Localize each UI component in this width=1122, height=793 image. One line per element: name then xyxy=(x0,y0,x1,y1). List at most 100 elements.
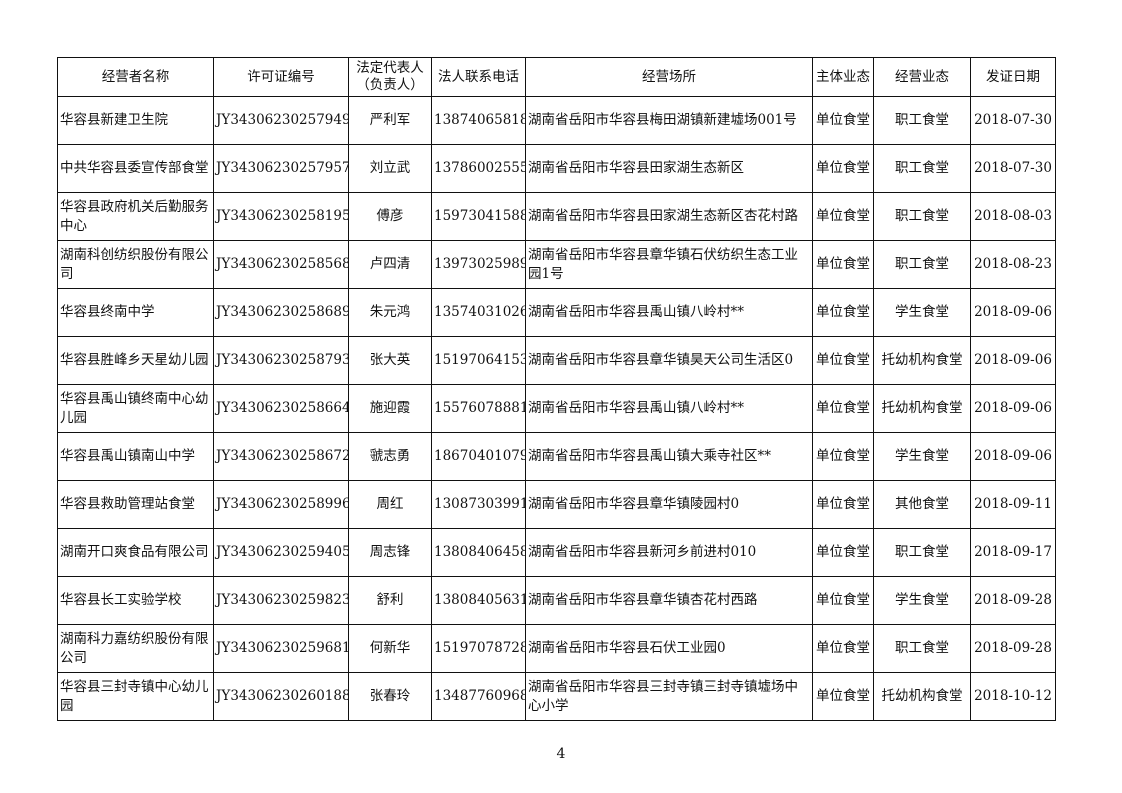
cell-address: 湖南省岳阳市华容县禹山镇大乘寺社区** xyxy=(525,432,813,481)
table-row: 华容县终南中学 JY34306230258689 朱元鸿 13574031026 湖南省… xyxy=(57,288,1056,337)
cell-phone: 15576078881 xyxy=(431,384,526,433)
page-number: 4 xyxy=(556,746,566,762)
cell-operator-name: 华容县终南中学 xyxy=(57,288,214,337)
cell-legal-representative: 周志锋 xyxy=(348,528,432,577)
cell-business-format: 职工食堂 xyxy=(873,240,971,289)
header-address: 经营场所 xyxy=(525,57,813,97)
cell-legal-representative: 施迎霞 xyxy=(348,384,432,433)
cell-business-format: 托幼机构食堂 xyxy=(873,672,971,721)
cell-business-format: 学生食堂 xyxy=(873,288,971,337)
header-license-number: 许可证编号 xyxy=(213,57,349,97)
cell-issue-date: 2018-09-17 xyxy=(970,528,1056,577)
table-row: 华容县救助管理站食堂 JY34306230258996 周红 13087303991 湖… xyxy=(57,480,1056,529)
cell-issue-date: 2018-09-06 xyxy=(970,336,1056,385)
cell-address: 湖南省岳阳市华容县新河乡前进村010 xyxy=(525,528,813,577)
cell-operator-name: 湖南开口爽食品有限公司 xyxy=(57,528,214,577)
cell-license-number: JY34306230259405 xyxy=(213,528,349,577)
table-row: 华容县政府机关后勤服务中心 JY34306230258195 傅彦 159730415… xyxy=(57,192,1056,241)
cell-main-format: 单位食堂 xyxy=(812,624,874,673)
cell-issue-date: 2018-07-30 xyxy=(970,96,1056,145)
cell-legal-representative: 虢志勇 xyxy=(348,432,432,481)
cell-phone: 13874065818 xyxy=(431,96,526,145)
cell-legal-representative: 张大英 xyxy=(348,336,432,385)
cell-operator-name: 湖南科力嘉纺织股份有限公司 xyxy=(57,624,214,673)
cell-issue-date: 2018-10-12 xyxy=(970,672,1056,721)
table-row: 华容县禹山镇南山中学 JY34306230258672 虢志勇 18670401079… xyxy=(57,432,1056,481)
header-business-format: 经营业态 xyxy=(873,57,971,97)
cell-phone: 15197078728 xyxy=(431,624,526,673)
cell-main-format: 单位食堂 xyxy=(812,576,874,625)
cell-license-number: JY34306230258996 xyxy=(213,480,349,529)
cell-business-format: 职工食堂 xyxy=(873,144,971,193)
cell-legal-representative: 傅彦 xyxy=(348,192,432,241)
cell-phone: 15197064153 xyxy=(431,336,526,385)
cell-license-number: JY34306230258195 xyxy=(213,192,349,241)
cell-operator-name: 华容县政府机关后勤服务中心 xyxy=(57,192,214,241)
cell-license-number: JY34306230259681 xyxy=(213,624,349,673)
cell-address: 湖南省岳阳市华容县章华镇石伏纺织生态工业园1号 xyxy=(525,240,813,289)
table-row: 华容县禹山镇终南中心幼儿园 JY34306230258664 施迎霞 15576078… xyxy=(57,384,1056,433)
cell-business-format: 职工食堂 xyxy=(873,624,971,673)
cell-phone: 13786002555 xyxy=(431,144,526,193)
cell-main-format: 单位食堂 xyxy=(812,288,874,337)
cell-main-format: 单位食堂 xyxy=(812,480,874,529)
cell-license-number: JY34306230258689 xyxy=(213,288,349,337)
cell-address: 湖南省岳阳市华容县田家湖生态新区杏花村路 xyxy=(525,192,813,241)
cell-operator-name: 中共华容县委宣传部食堂 xyxy=(57,144,214,193)
cell-main-format: 单位食堂 xyxy=(812,240,874,289)
cell-address: 湖南省岳阳市华容县章华镇陵园村0 xyxy=(525,480,813,529)
cell-legal-representative: 周红 xyxy=(348,480,432,529)
cell-license-number: JY34306230258793 xyxy=(213,336,349,385)
cell-business-format: 职工食堂 xyxy=(873,96,971,145)
cell-business-format: 托幼机构食堂 xyxy=(873,336,971,385)
cell-operator-name: 华容县胜峰乡天星幼儿园 xyxy=(57,336,214,385)
cell-license-number: JY34306230258568 xyxy=(213,240,349,289)
header-issue-date: 发证日期 xyxy=(970,57,1056,97)
cell-business-format: 托幼机构食堂 xyxy=(873,384,971,433)
table-row: 华容县新建卫生院 JY34306230257949 严利军 13874065818 湖南… xyxy=(57,96,1056,145)
cell-issue-date: 2018-09-28 xyxy=(970,576,1056,625)
header-main-format: 主体业态 xyxy=(812,57,874,97)
cell-business-format: 学生食堂 xyxy=(873,576,971,625)
cell-legal-representative: 朱元鸿 xyxy=(348,288,432,337)
header-row: 经营者名称 许可证编号 法定代表人 （负责人） 法人联系电话 经营场所 主体业态… xyxy=(57,57,1056,97)
cell-license-number: JY34306230259823 xyxy=(213,576,349,625)
cell-operator-name: 华容县禹山镇终南中心幼儿园 xyxy=(57,384,214,433)
cell-main-format: 单位食堂 xyxy=(812,672,874,721)
header-legal-representative: 法定代表人 （负责人） xyxy=(348,57,432,97)
cell-issue-date: 2018-09-06 xyxy=(970,288,1056,337)
cell-issue-date: 2018-08-23 xyxy=(970,240,1056,289)
cell-phone: 13487760968 xyxy=(431,672,526,721)
cell-phone: 13808405631 xyxy=(431,576,526,625)
cell-issue-date: 2018-09-28 xyxy=(970,624,1056,673)
cell-issue-date: 2018-09-06 xyxy=(970,384,1056,433)
cell-phone: 13087303991 xyxy=(431,480,526,529)
cell-main-format: 单位食堂 xyxy=(812,96,874,145)
cell-main-format: 单位食堂 xyxy=(812,336,874,385)
cell-issue-date: 2018-09-11 xyxy=(970,480,1056,529)
cell-issue-date: 2018-07-30 xyxy=(970,144,1056,193)
cell-legal-representative: 何新华 xyxy=(348,624,432,673)
cell-license-number: JY34306230258664 xyxy=(213,384,349,433)
cell-address: 湖南省岳阳市华容县田家湖生态新区 xyxy=(525,144,813,193)
table-row: 湖南开口爽食品有限公司 JY34306230259405 周志锋 1380840645… xyxy=(57,528,1056,577)
cell-address: 湖南省岳阳市华容县禹山镇八岭村** xyxy=(525,288,813,337)
cell-business-format: 其他食堂 xyxy=(873,480,971,529)
cell-license-number: JY34306230260188 xyxy=(213,672,349,721)
table-row: 湖南科创纺织股份有限公司 JY34306230258568 卢四清 139730259… xyxy=(57,240,1056,289)
cell-legal-representative: 卢四清 xyxy=(348,240,432,289)
cell-main-format: 单位食堂 xyxy=(812,528,874,577)
cell-business-format: 职工食堂 xyxy=(873,528,971,577)
cell-address: 湖南省岳阳市华容县章华镇杏花村西路 xyxy=(525,576,813,625)
cell-business-format: 学生食堂 xyxy=(873,432,971,481)
table-row: 湖南科力嘉纺织股份有限公司 JY34306230259681 何新华 15197078… xyxy=(57,624,1056,673)
table-row: 华容县三封寺镇中心幼儿园 JY34306230260188 张春玲 134877609… xyxy=(57,672,1056,721)
cell-address: 湖南省岳阳市华容县三封寺镇三封寺镇墟场中心小学 xyxy=(525,672,813,721)
cell-legal-representative: 舒利 xyxy=(348,576,432,625)
table-row: 华容县长工实验学校 JY34306230259823 舒利 13808405631 湖南… xyxy=(57,576,1056,625)
cell-address: 湖南省岳阳市华容县章华镇昊天公司生活区0 xyxy=(525,336,813,385)
cell-legal-representative: 刘立武 xyxy=(348,144,432,193)
cell-business-format: 职工食堂 xyxy=(873,192,971,241)
cell-main-format: 单位食堂 xyxy=(812,144,874,193)
header-operator-name: 经营者名称 xyxy=(57,57,214,97)
